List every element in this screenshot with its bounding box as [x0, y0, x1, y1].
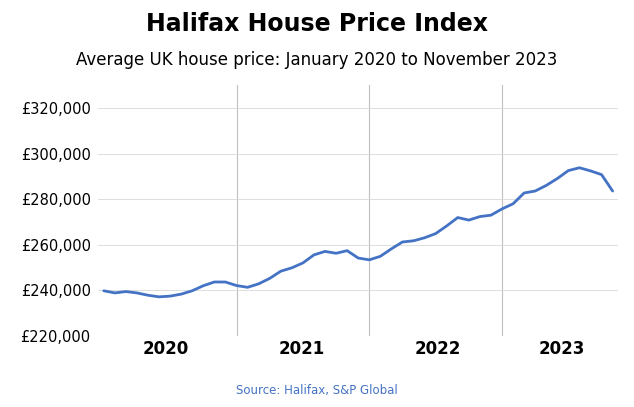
Text: Average UK house price: January 2020 to November 2023: Average UK house price: January 2020 to … [76, 51, 558, 69]
Text: Halifax House Price Index: Halifax House Price Index [146, 12, 488, 36]
Text: 2022: 2022 [414, 340, 460, 358]
Text: 2021: 2021 [278, 340, 325, 358]
Text: 2023: 2023 [538, 340, 585, 358]
Text: 2020: 2020 [143, 340, 189, 358]
Text: Source: Halifax, S&P Global: Source: Halifax, S&P Global [236, 384, 398, 397]
